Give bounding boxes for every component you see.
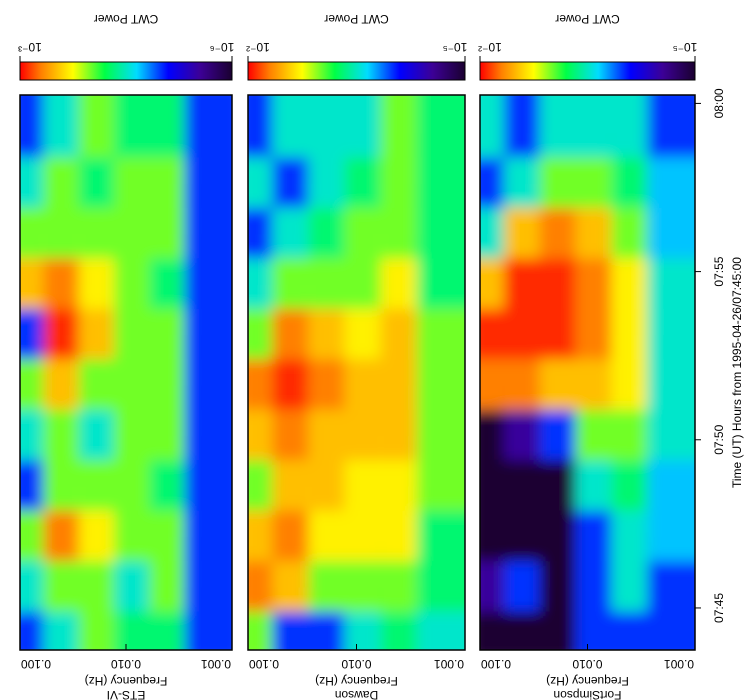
heatmap-cell [416, 95, 465, 158]
heatmap-cell [647, 95, 695, 158]
colorbar-tick-label: 10⁻² [478, 40, 502, 54]
x-tick-label: 08:00 [712, 88, 726, 118]
colorbar-tick-label: 10⁻² [246, 40, 270, 54]
heatmap-cells [248, 95, 465, 650]
heatmap-panel [480, 95, 695, 650]
y-tick-label: 0.001 [201, 657, 231, 671]
y-tick-label: 0.100 [21, 657, 51, 671]
panel-name: Dawson [335, 688, 378, 700]
colorbar [19, 61, 233, 81]
y-axis-title: Frequency (Hz) [315, 674, 398, 688]
colorbar-tick-label: 10⁻⁶ [210, 40, 235, 54]
colorbar-title: CWT Power [555, 12, 619, 26]
x-tick-label: 07:55 [712, 256, 726, 286]
heatmap-panel [248, 95, 465, 650]
heatmap-cells [20, 95, 232, 650]
colorbar [247, 61, 466, 81]
colorbar-tick-label: 10⁻⁵ [673, 40, 698, 54]
colorbar-tick-label: 10⁻⁵ [443, 40, 468, 54]
y-tick-label: 0.010 [341, 657, 371, 671]
colorbar [479, 61, 696, 81]
x-tick-label: 07:45 [712, 593, 726, 623]
y-tick-label: 0.001 [664, 657, 694, 671]
y-axis-title: Frequency (Hz) [85, 674, 168, 688]
colorbar-title: CWT Power [324, 12, 388, 26]
panel-name: FortSimpson [553, 688, 621, 700]
y-tick-label: 0.001 [434, 657, 464, 671]
y-tick-label: 0.100 [481, 657, 511, 671]
heatmap-panel [20, 95, 232, 650]
y-tick-label: 0.010 [111, 657, 141, 671]
x-axis-title: Time (UT) Hours from 1995-04-26/07:45:00 [730, 257, 744, 488]
y-tick-label: 0.100 [249, 657, 279, 671]
y-tick-label: 0.010 [572, 657, 602, 671]
panel-name: ETS-VI [107, 688, 146, 700]
colorbar-tick-label: 10⁻³ [18, 40, 42, 54]
heatmap-cell [184, 95, 232, 158]
heatmap-cells [480, 95, 695, 650]
y-axis-title: Frequency (Hz) [546, 674, 629, 688]
x-tick-label: 07:50 [712, 424, 726, 454]
colorbar-title: CWT Power [94, 12, 158, 26]
